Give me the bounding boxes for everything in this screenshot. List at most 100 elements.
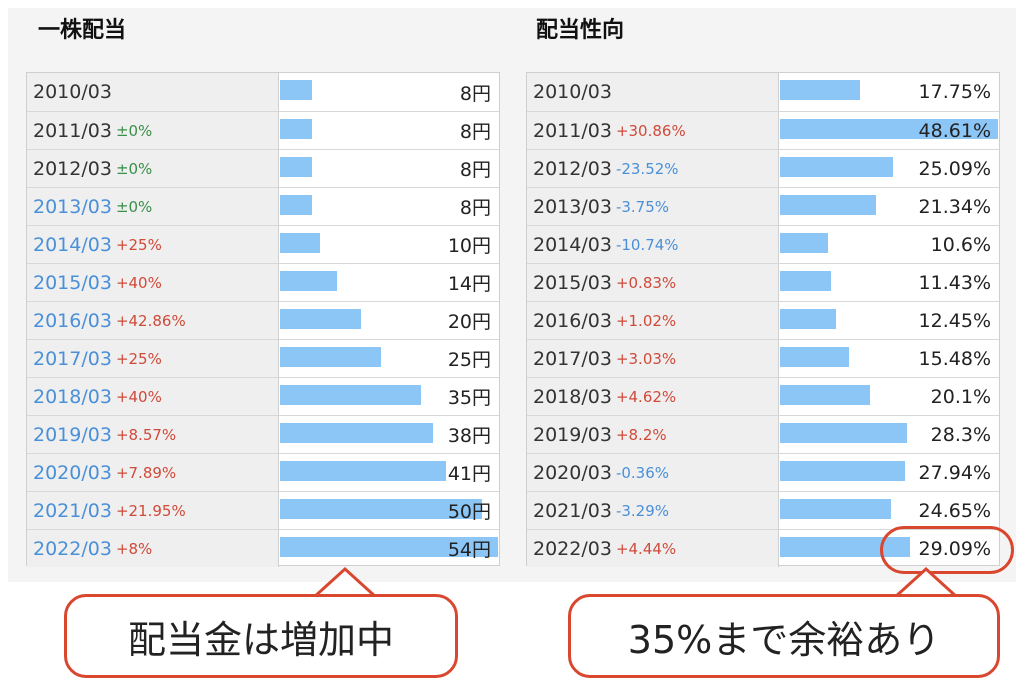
fiscal-year-label: 2011/03 — [33, 119, 112, 142]
value-label: 10円 — [447, 235, 491, 257]
bar-cell: 27.94% — [779, 454, 999, 491]
fiscal-year-cell: 2012/03 -23.52% — [527, 150, 779, 187]
table-row: 2015/03 +40% 14円 — [27, 263, 499, 301]
fiscal-year-cell: 2019/03 +8.2% — [527, 416, 779, 453]
value-label: 12.45% — [918, 309, 991, 332]
payout-headroom-callout: 35%まで余裕あり — [568, 594, 1000, 678]
table-row: 2012/03 -23.52% 25.09% — [527, 149, 999, 187]
fiscal-year-cell: 2021/03 -3.29% — [527, 492, 779, 529]
value-label: 14円 — [447, 273, 491, 295]
yoy-change-label: -10.74% — [615, 235, 679, 254]
table-row: 2013/03 ±0% 8円 — [27, 187, 499, 225]
fiscal-year-cell: 2010/03 — [27, 73, 279, 111]
fiscal-year-cell: 2010/03 — [527, 73, 779, 111]
fiscal-year-label[interactable]: 2020/03 — [33, 461, 112, 484]
value-label: 28.3% — [930, 423, 991, 446]
fiscal-year-label[interactable]: 2022/03 — [33, 537, 112, 560]
value-label: 8円 — [459, 197, 491, 219]
yoy-change-label: ±0% — [115, 121, 153, 140]
value-label: 35円 — [447, 387, 491, 409]
yoy-change-label: +8% — [115, 539, 153, 558]
yoy-change-label: +25% — [115, 349, 162, 368]
value-bar — [280, 347, 381, 367]
fiscal-year-cell: 2022/03 +4.44% — [527, 530, 779, 567]
fiscal-year-label: 2012/03 — [33, 157, 112, 180]
bar-cell: 38円 — [279, 416, 499, 453]
fiscal-year-label[interactable]: 2015/03 — [33, 271, 112, 294]
value-label: 27.94% — [918, 461, 991, 484]
fiscal-year-label: 2017/03 — [533, 347, 612, 370]
value-label: 8円 — [459, 121, 491, 143]
fiscal-year-label: 2012/03 — [533, 157, 612, 180]
fiscal-year-cell: 2011/03 +30.86% — [527, 112, 779, 149]
fiscal-year-label: 2013/03 — [533, 195, 612, 218]
fiscal-year-cell: 2018/03 +4.62% — [527, 378, 779, 415]
fiscal-year-label: 2016/03 — [533, 309, 612, 332]
fiscal-year-label[interactable]: 2019/03 — [33, 423, 112, 446]
value-bar — [780, 499, 891, 519]
dividend-per-share-table: 2010/03 8円 2011/03 ±0% 8円 2012/03 ±0% 8円 2013/03… — [26, 72, 500, 567]
fiscal-year-cell: 2011/03 ±0% — [27, 112, 279, 149]
value-bar — [780, 157, 893, 177]
value-bar — [780, 80, 860, 100]
bar-cell: 8円 — [279, 150, 499, 187]
latest-payout-highlight-ring — [880, 526, 1014, 574]
bar-cell: 8円 — [279, 73, 499, 111]
value-bar — [280, 461, 446, 481]
bar-cell: 24.65% — [779, 492, 999, 529]
bar-cell: 14円 — [279, 264, 499, 301]
bar-cell: 41円 — [279, 454, 499, 491]
table-row: 2014/03 -10.74% 10.6% — [527, 225, 999, 263]
fiscal-year-cell: 2016/03 +42.86% — [27, 302, 279, 339]
value-bar — [280, 309, 361, 329]
value-label: 17.75% — [918, 81, 991, 103]
value-label: 10.6% — [930, 233, 991, 256]
bar-cell: 20.1% — [779, 378, 999, 415]
fiscal-year-label: 2019/03 — [533, 423, 612, 446]
fiscal-year-label[interactable]: 2013/03 — [33, 195, 112, 218]
bar-cell: 50円 — [279, 492, 499, 529]
fiscal-year-label[interactable]: 2014/03 — [33, 233, 112, 256]
bar-cell: 25円 — [279, 340, 499, 377]
yoy-change-label: +30.86% — [615, 121, 686, 140]
table-row: 2019/03 +8.2% 28.3% — [527, 415, 999, 453]
fiscal-year-cell: 2018/03 +40% — [27, 378, 279, 415]
value-label: 8円 — [459, 82, 491, 105]
value-label: 15.48% — [918, 347, 991, 370]
yoy-change-label: +1.02% — [615, 311, 677, 330]
yoy-change-label: -23.52% — [615, 159, 679, 178]
yoy-change-label: +25% — [115, 235, 162, 254]
fiscal-year-cell: 2017/03 +25% — [27, 340, 279, 377]
table-row: 2011/03 ±0% 8円 — [27, 111, 499, 149]
value-label: 20円 — [447, 311, 491, 333]
yoy-change-label: ±0% — [115, 159, 153, 178]
fiscal-year-cell: 2015/03 +0.83% — [527, 264, 779, 301]
yoy-change-label: +42.86% — [115, 311, 186, 330]
fiscal-year-label[interactable]: 2018/03 — [33, 385, 112, 408]
value-bar — [780, 309, 836, 329]
value-label: 20.1% — [930, 385, 991, 408]
payout-headroom-callout-text: 35%まで余裕あり — [627, 617, 941, 662]
value-bar — [280, 195, 312, 215]
fiscal-year-label[interactable]: 2021/03 — [33, 499, 112, 522]
yoy-change-label: +40% — [115, 273, 162, 292]
bar-cell: 10円 — [279, 226, 499, 263]
table-row: 2010/03 17.75% — [527, 73, 999, 111]
table-row: 2012/03 ±0% 8円 — [27, 149, 499, 187]
fiscal-year-label: 2010/03 — [533, 81, 612, 103]
bar-cell: 54円 — [279, 530, 499, 567]
table-row: 2016/03 +42.86% 20円 — [27, 301, 499, 339]
value-bar — [780, 347, 849, 367]
fiscal-year-label: 2015/03 — [533, 271, 612, 294]
bar-cell: 10.6% — [779, 226, 999, 263]
fiscal-year-label: 2010/03 — [33, 81, 112, 103]
value-label: 48.61% — [918, 119, 991, 142]
fiscal-year-label[interactable]: 2016/03 — [33, 309, 112, 332]
payout-ratio-table: 2010/03 17.75% 2011/03 +30.86% 48.61% 2012/03… — [526, 72, 1000, 567]
fiscal-year-cell: 2015/03 +40% — [27, 264, 279, 301]
fiscal-year-label: 2021/03 — [533, 499, 612, 522]
fiscal-year-cell: 2014/03 -10.74% — [527, 226, 779, 263]
fiscal-year-label[interactable]: 2017/03 — [33, 347, 112, 370]
table-row: 2013/03 -3.75% 21.34% — [527, 187, 999, 225]
yoy-change-label: +7.89% — [115, 463, 177, 482]
